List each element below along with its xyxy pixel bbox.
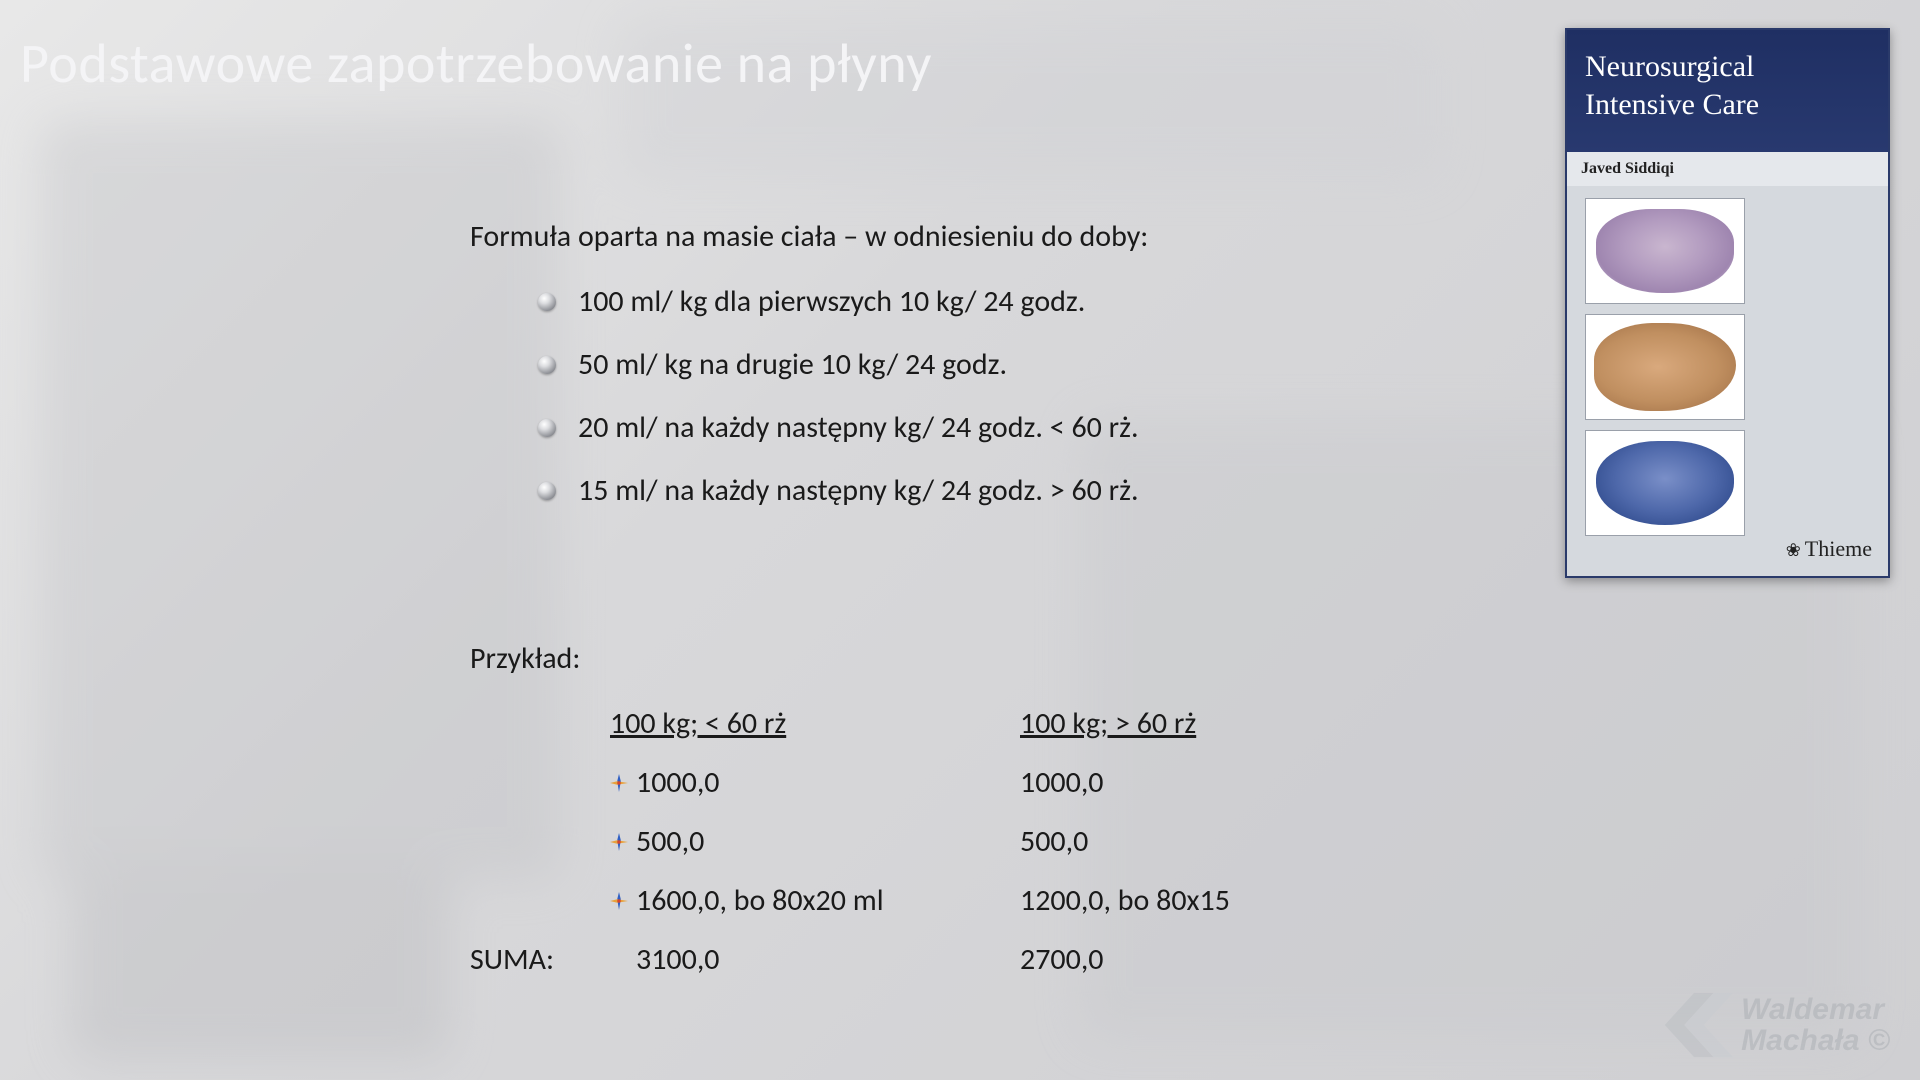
example-section: Przykład: 100 kg; < 60 rż 100 kg; > 60 r… [470,640,1430,978]
sphere-bullet-icon [538,356,556,374]
star-bullet-icon [610,833,628,851]
book-title-line2: Intensive Care [1585,86,1870,124]
list-item: 15 ml/ na każdy następny kg/ 24 godz. > … [538,472,1148,509]
sum-cell-b: 2700,0 [1020,941,1430,978]
watermark-chevron-icon [1657,992,1735,1058]
table-cell-b: 1200,0, bo 80x15 [1020,882,1430,919]
watermark-text: Waldemar Machała © [1741,994,1890,1057]
publisher-logo-icon: ❀ [1786,540,1801,560]
table-cell-a: 500,0 [610,823,1020,860]
list-item: 50 ml/ kg na drugie 10 kg/ 24 godz. [538,346,1148,383]
book-image-2 [1585,314,1745,420]
book-images [1567,186,1888,544]
table-cell-a: 1600,0, bo 80x20 ml [610,882,1020,919]
table-cell-a: 1000,0 [610,764,1020,801]
watermark-line1: Waldemar [1741,993,1884,1026]
list-item-text: 15 ml/ na każdy następny kg/ 24 godz. > … [578,472,1139,509]
example-heading: Przykład: [470,640,1430,677]
list-item: 100 ml/ kg dla pierwszych 10 kg/ 24 godz… [538,283,1148,320]
sphere-bullet-icon [538,482,556,500]
example-table: 100 kg; < 60 rż 100 kg; > 60 rż 1000,0 1… [470,705,1430,978]
list-item-text: 100 ml/ kg dla pierwszych 10 kg/ 24 godz… [578,283,1085,320]
list-item: 20 ml/ na każdy następny kg/ 24 godz. < … [538,409,1148,446]
formula-section: Formuła oparta na masie ciała – w odnies… [470,218,1148,535]
book-title: Neurosurgical Intensive Care [1567,30,1888,152]
book-image-1 [1585,198,1745,304]
star-bullet-icon [610,892,628,910]
page-title: Podstawowe zapotrzebowanie na płyny [20,30,932,98]
book-cover: Neurosurgical Intensive Care Javed Siddi… [1565,28,1890,578]
book-publisher: ❀Thieme [1786,536,1872,562]
book-author: Javed Siddiqi [1567,152,1888,186]
sphere-bullet-icon [538,419,556,437]
book-title-line1: Neurosurgical [1585,48,1870,86]
formula-heading: Formuła oparta na masie ciała – w odnies… [470,218,1148,255]
publisher-name: Thieme [1805,536,1872,561]
list-item-text: 50 ml/ kg na drugie 10 kg/ 24 godz. [578,346,1007,383]
cell-text: 1000,0 [636,764,720,801]
cell-text: 3100,0 [636,941,720,978]
sphere-bullet-icon [538,293,556,311]
sum-cell-a: 3100,0 [610,941,1020,978]
watermark-line2: Machała © [1741,1025,1890,1057]
list-item-text: 20 ml/ na każdy następny kg/ 24 godz. < … [578,409,1139,446]
star-bullet-icon [610,774,628,792]
cell-text: 1600,0, bo 80x20 ml [636,882,884,919]
cell-text: 500,0 [636,823,704,860]
table-cell-b: 1000,0 [1020,764,1430,801]
formula-list: 100 ml/ kg dla pierwszych 10 kg/ 24 godz… [538,283,1148,509]
sum-label: SUMA: [470,941,610,978]
book-image-3 [1585,430,1745,536]
table-cell-b: 500,0 [1020,823,1430,860]
column-header-b: 100 kg; > 60 rż [1020,705,1430,742]
watermark: Waldemar Machała © [1657,992,1890,1058]
column-header-a: 100 kg; < 60 rż [610,705,1020,742]
